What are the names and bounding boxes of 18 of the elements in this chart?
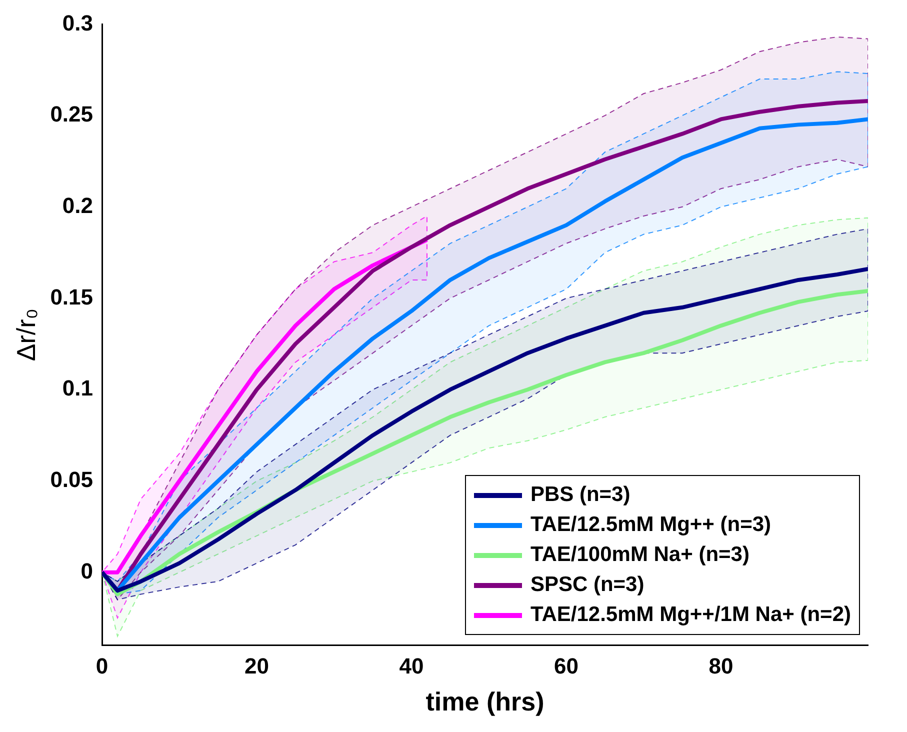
y-axis-title: Δr/r₀ [10, 308, 41, 362]
y-tick-label: 0.15 [50, 284, 94, 310]
y-tick-label: 0.25 [50, 102, 94, 127]
y-tick-label: 0.3 [62, 10, 94, 36]
x-tick-label: 60 [554, 654, 578, 679]
legend-label: PBS (n=3) [530, 482, 630, 508]
legend-label: TAE/12.5mM Mg++ (n=3) [530, 512, 772, 538]
y-tick-label: 0.05 [50, 467, 94, 492]
y-tick-label: 0 [80, 558, 94, 584]
x-tick-label: 80 [708, 654, 734, 679]
y-tick-label: 0.1 [62, 376, 94, 401]
y-tick-label: 0.2 [62, 192, 94, 218]
x-tick-label: 20 [244, 654, 270, 679]
legend-label: TAE/100mM Na+ (n=3) [530, 542, 750, 568]
x-tick-label: 40 [399, 654, 424, 679]
legend-label: SPSC (n=3) [530, 572, 644, 598]
legend-label: TAE/12.5mM Mg++/1M Na+ (n=2) [530, 602, 851, 628]
x-axis-title: time (hrs) [426, 686, 544, 717]
